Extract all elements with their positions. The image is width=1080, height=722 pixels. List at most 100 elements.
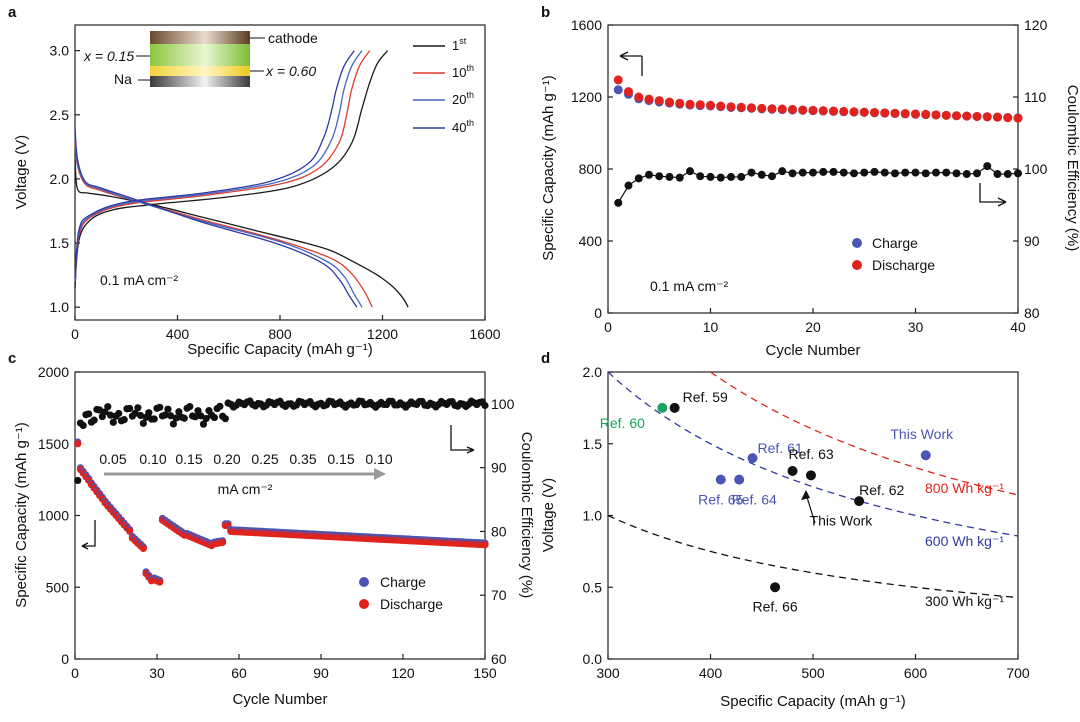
inset-cathode-layer: [150, 31, 250, 44]
ce-point: [167, 412, 175, 420]
ce-line: [617, 165, 1019, 204]
rate-label: 0.05: [99, 451, 126, 467]
panel-c-letter: c: [8, 350, 16, 367]
panel-b-ytick-right-label: 110: [1024, 89, 1047, 105]
panel-d-this-work-pointer: [805, 493, 816, 524]
panel-b-points: [613, 75, 1023, 207]
ce-point: [106, 411, 115, 419]
point-ref-62: [854, 496, 865, 507]
panel-a-ytick-label: 3.0: [50, 43, 70, 59]
legend-label-10th: 10th: [452, 63, 474, 80]
ce-point: [186, 402, 194, 411]
ce-point: [202, 414, 210, 423]
panel-b-letter: b: [541, 4, 550, 21]
ce-point: [645, 170, 653, 179]
panel-d-xtick-label: 600: [904, 665, 928, 681]
ce-point: [962, 170, 971, 179]
point-ref-64: [734, 474, 745, 485]
discharge-point: [1013, 113, 1023, 123]
panel-d-energy-lines: 800 Wh kg⁻¹ 600 Wh kg⁻¹ 300 Wh kg⁻¹: [607, 371, 1019, 609]
panel-a-ticks: 0 400 800 1200 1600 1.0 1.5 2.0 2.5 3.0: [50, 43, 501, 342]
ce-point: [96, 406, 104, 414]
panel-a-ylabel: Voltage (V): [13, 135, 30, 209]
panel-b-left-axis-arrow: [619, 51, 643, 76]
ce-point: [156, 403, 164, 411]
rate-label: 0.15: [327, 451, 354, 467]
panel-a-ytick-label: 2.0: [50, 171, 70, 187]
panel-a-xtick-label: 800: [268, 326, 292, 342]
discharge-point: [156, 578, 164, 586]
energy-line-label-300: 300 Wh kg⁻¹: [925, 593, 1004, 609]
panel-a-ytick-label: 1.5: [50, 235, 70, 251]
panel-c-points: [74, 397, 489, 586]
point-label: Ref. 64: [732, 492, 777, 508]
discharge-point: [941, 110, 951, 120]
discharge-point: [777, 104, 787, 114]
ce-point: [137, 411, 145, 420]
ce-point: [952, 169, 961, 178]
panel-c: c 0 30 60 90 120 1500500100015002000607080901…: [8, 350, 535, 708]
panel-a-ytick-label: 1.0: [50, 299, 70, 315]
panel-c-ylabel-left: Specific Capacity (mAh g⁻¹): [13, 422, 30, 607]
point-ref-63: [787, 466, 798, 477]
inset-cathode-label: cathode: [268, 30, 318, 46]
panel-b-ylabel-right: Coulombic Efficiency (%): [1064, 85, 1080, 251]
ce-point: [221, 415, 229, 423]
point-this-work: [920, 450, 931, 461]
panel-b-ytick-right-label: 120: [1024, 17, 1048, 33]
panel-d-ytick-label: 0.5: [583, 579, 603, 595]
panel-c-rate-unit: mA cm⁻²: [218, 481, 273, 497]
discharge-point: [829, 106, 838, 116]
discharge-point: [219, 538, 227, 547]
ce-point: [973, 169, 981, 178]
discharge-point: [736, 102, 746, 112]
ce-point: [145, 409, 153, 417]
panel-c-ytick-label: 1000: [38, 508, 69, 524]
panel-b-legend-discharge-marker: [852, 260, 862, 270]
legend-label-40th: 40th: [452, 118, 474, 135]
panel-c-right-axis-arrow: [450, 425, 475, 454]
panel-d-xlabel: Specific Capacity (mAh g⁻¹): [720, 693, 905, 710]
panel-d-xtick-label: 700: [1006, 665, 1030, 681]
panel-c-rate-arrow-head: [374, 468, 386, 480]
ce-point: [911, 168, 920, 177]
energy-line-label-600: 600 Wh kg⁻¹: [925, 533, 1004, 549]
panel-c-xlabel: Cycle Number: [232, 691, 327, 708]
point-label: This Work: [890, 426, 954, 442]
ce-point: [161, 411, 169, 419]
inset-yellow-layer: [150, 66, 250, 76]
ce-point: [126, 404, 134, 413]
discharge-point: [931, 110, 941, 120]
ce-point: [880, 168, 889, 177]
discharge-point: [767, 104, 777, 114]
discharge-point: [952, 111, 961, 121]
panel-d-ytick-label: 0.0: [583, 651, 603, 667]
discharge-point: [839, 106, 849, 116]
ce-point: [696, 172, 705, 181]
energy-line-300: [607, 514, 1019, 599]
panel-d-xtick-label: 400: [699, 665, 723, 681]
panel-c-left-axis-arrow: [81, 520, 96, 550]
ce-point: [120, 416, 128, 424]
panel-a-curves: [74, 50, 409, 308]
ce-point: [210, 413, 218, 422]
panel-b-xlabel: Cycle Number: [765, 342, 860, 359]
ce-point: [809, 168, 817, 177]
panel-b-ytick-label: 1600: [571, 17, 602, 33]
panel-b-legend-charge-marker: [852, 238, 862, 248]
energy-line-800: [710, 371, 1019, 496]
panel-a-annotation: 0.1 mA cm⁻²: [100, 272, 179, 288]
ce-point: [850, 169, 858, 178]
point-label: Ref. 66: [753, 598, 798, 614]
curve-20th-charge: [74, 50, 363, 282]
panel-d-ytick-label: 1.0: [583, 508, 603, 524]
ce-point: [85, 410, 93, 418]
panel-c-legend-discharge-marker: [359, 599, 369, 609]
ce-point: [634, 174, 643, 183]
discharge-point: [788, 104, 797, 114]
ce-point: [737, 172, 746, 181]
discharge-point: [993, 112, 1002, 122]
